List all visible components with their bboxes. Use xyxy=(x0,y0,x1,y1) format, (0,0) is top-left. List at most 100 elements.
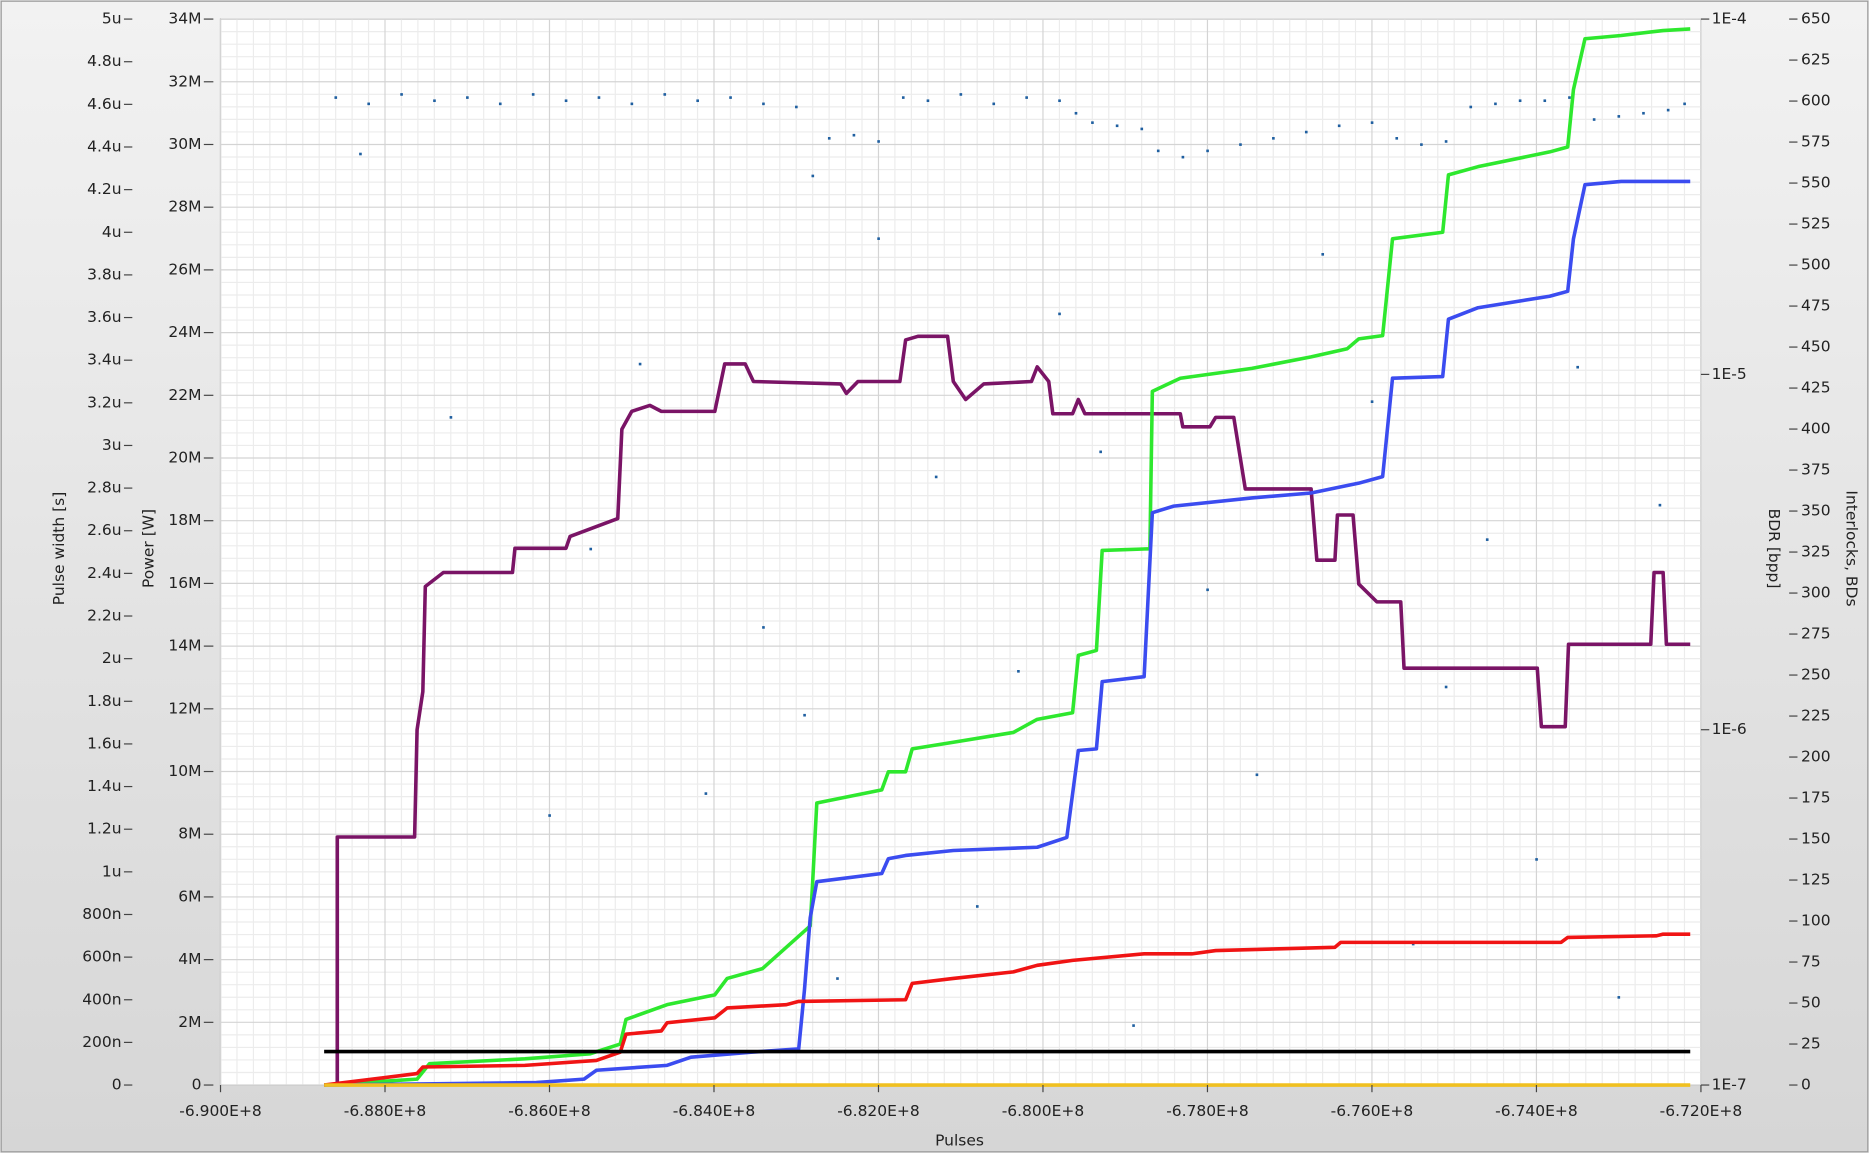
scatter-point xyxy=(1132,1024,1135,1027)
y-tick-label: 2.6u xyxy=(87,521,121,539)
y4-tick-label: 150 xyxy=(1801,830,1831,848)
scatter-point xyxy=(1091,121,1094,124)
scatter-point xyxy=(827,137,831,140)
y-tick-label: 3.2u xyxy=(87,393,121,411)
scatter-point xyxy=(1420,143,1423,146)
scatter-point xyxy=(934,475,938,479)
scatter-point xyxy=(1444,140,1448,143)
scatter-point xyxy=(1115,124,1119,128)
scatter-point xyxy=(367,102,370,106)
scatter-point xyxy=(1370,121,1374,124)
y-tick-label: 2.2u xyxy=(87,607,121,625)
y-tick-label: 4.6u xyxy=(87,95,121,113)
scatter-point xyxy=(589,547,593,551)
scatter-point xyxy=(852,133,856,137)
scatter-point xyxy=(1058,99,1061,103)
scatter-point xyxy=(1206,588,1209,592)
scatter-point xyxy=(836,977,839,980)
y-tick-label: 3u xyxy=(102,436,122,454)
y4-tick-label: 625 xyxy=(1801,51,1831,69)
y-tick-label: 200n xyxy=(82,1033,121,1051)
y2-tick-label: 16M xyxy=(168,574,201,592)
scatter-point xyxy=(729,96,732,99)
y-tick-label: 3.8u xyxy=(87,265,121,283)
y-tick-label: 1.4u xyxy=(87,777,121,795)
scatter-point xyxy=(1494,102,1497,106)
scatter-point xyxy=(1058,312,1061,316)
y4-tick-label: 75 xyxy=(1801,953,1821,971)
scatter-point xyxy=(1156,149,1160,153)
y-tick-label: 4u xyxy=(102,223,122,241)
scatter-point xyxy=(1592,118,1596,121)
y-tick-label: 2u xyxy=(102,649,122,667)
y4-tick-label: 400 xyxy=(1801,420,1831,438)
interlocks-axis-title: Interlocks, BDs xyxy=(1843,490,1861,606)
scatter-point xyxy=(1444,685,1448,689)
y4-tick-label: 600 xyxy=(1801,92,1831,110)
series-line xyxy=(324,27,1691,1087)
x-tick-label: -6.820E+8 xyxy=(837,1102,920,1120)
y2-tick-label: 28M xyxy=(168,198,201,216)
scatter-point xyxy=(1140,127,1144,131)
scatter-point xyxy=(531,93,535,96)
y4-tick-label: 500 xyxy=(1801,256,1831,274)
scatter-point xyxy=(1568,96,1571,99)
scatter-point xyxy=(433,99,436,103)
power-axis-title: Power [W] xyxy=(139,509,157,588)
x-tick-label: -6.840E+8 xyxy=(673,1102,756,1120)
scatter-point xyxy=(992,102,996,106)
scatter-point xyxy=(696,99,699,103)
y2-tick-label: 10M xyxy=(168,762,201,780)
y3-tick-label: 1E-7 xyxy=(1712,1076,1747,1094)
scatter-point xyxy=(597,96,601,99)
scatter-point xyxy=(466,96,469,99)
y-tick-label: 5u xyxy=(102,10,122,28)
scatter-point xyxy=(901,96,905,99)
y4-tick-label: 450 xyxy=(1801,338,1831,356)
scatter-point xyxy=(926,99,930,103)
scatter-point xyxy=(1099,450,1102,454)
scatter-point xyxy=(663,93,667,96)
series-line xyxy=(323,932,1691,1087)
y2-tick-label: 12M xyxy=(168,699,201,717)
scatter-point xyxy=(1017,670,1020,673)
marks xyxy=(323,27,1691,1087)
scatter-point xyxy=(1370,400,1374,403)
pulse-width-axis-title: Pulse width [s] xyxy=(50,492,68,605)
y4-tick-label: 475 xyxy=(1801,297,1831,315)
y4-tick-label: 250 xyxy=(1801,666,1831,684)
y4-tick-label: 350 xyxy=(1801,502,1831,520)
scatter-point xyxy=(762,626,765,629)
scatter-point xyxy=(811,174,815,178)
bdr-axis-title: BDR [bpp] xyxy=(1765,509,1783,589)
scatter-point xyxy=(449,416,453,419)
scatter-point xyxy=(334,96,338,99)
y3-tick-label: 1E-5 xyxy=(1712,365,1747,383)
y4-tick-label: 325 xyxy=(1801,543,1831,561)
y-tick-label: 2.4u xyxy=(87,564,121,582)
scatter-point xyxy=(359,152,362,156)
y-tick-label: 1.8u xyxy=(87,692,121,710)
y4-tick-label: 550 xyxy=(1801,174,1831,192)
y4-tick-label: 575 xyxy=(1801,133,1831,151)
y-tick-label: 1.2u xyxy=(87,820,121,838)
y3-tick-label: 1E-6 xyxy=(1712,720,1747,738)
grid xyxy=(219,18,1702,1086)
y2-tick-label: 18M xyxy=(168,511,201,529)
y4-tick-label: 50 xyxy=(1801,994,1821,1012)
scatter-point xyxy=(564,99,568,103)
y4-tick-label: 375 xyxy=(1801,461,1831,479)
y-tick-label: 1.6u xyxy=(87,734,121,752)
scatter-point xyxy=(877,140,880,143)
y-tick-label: 4.8u xyxy=(87,52,121,70)
y4-tick-label: 125 xyxy=(1801,871,1831,889)
y-tick-label: 400n xyxy=(82,990,121,1008)
scatter-point xyxy=(498,102,502,106)
y2-tick-label: 22M xyxy=(168,386,201,404)
y3-tick-label: 1E-4 xyxy=(1712,10,1747,28)
y-tick-label: 0 xyxy=(112,1076,122,1094)
scatter-point xyxy=(762,102,765,106)
y2-tick-label: 26M xyxy=(168,260,201,278)
y4-tick-label: 300 xyxy=(1801,584,1831,602)
